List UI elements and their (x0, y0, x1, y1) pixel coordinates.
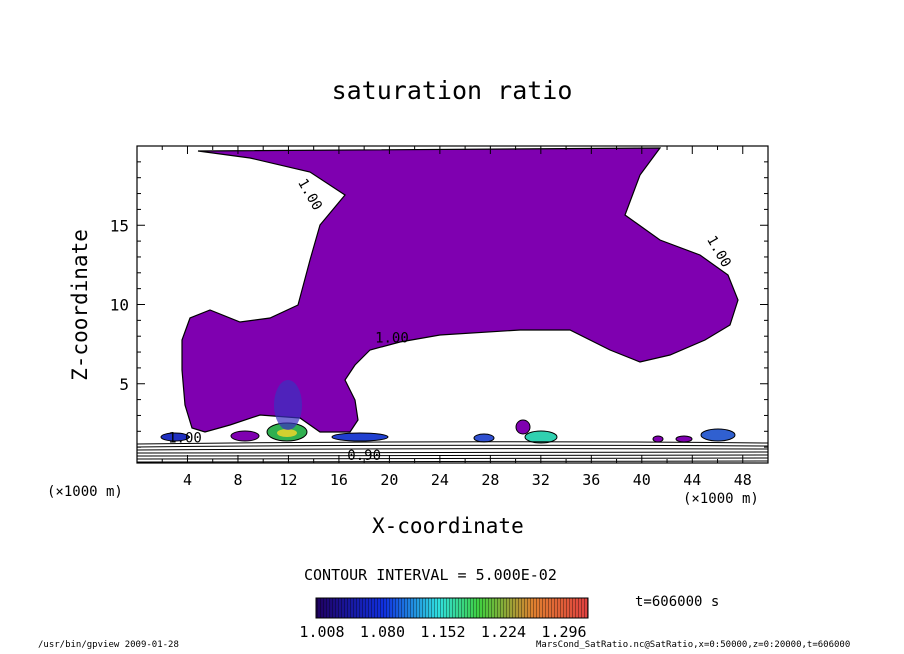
contour-label: 1.00 (168, 430, 202, 446)
blob-8 (652, 435, 664, 443)
contour-label: 1.00 (294, 176, 325, 213)
x-axis-label: X-coordinate (372, 514, 524, 538)
blob-1 (160, 432, 190, 442)
colorbar-tick-label: 1.008 (299, 623, 344, 641)
blob-5 (473, 433, 495, 443)
x-tick-label: 28 (481, 471, 499, 489)
time-label: t=606000 s (635, 594, 720, 610)
x-tick-label: 32 (532, 471, 550, 489)
y-tick-label: 10 (110, 296, 129, 315)
x-tick-label: 20 (380, 471, 398, 489)
x-tick-label: 8 (233, 471, 242, 489)
colorbar-tick-label: 1.152 (420, 623, 465, 641)
x-tick-label: 4 (183, 471, 192, 489)
blob-7 (515, 419, 531, 435)
colorbar-tick-label: 1.296 (541, 623, 586, 641)
surface-contours (136, 441, 769, 463)
colorbar-tick-label: 1.080 (360, 623, 405, 641)
y-tick-label: 5 (119, 375, 129, 394)
x-tick-label: 40 (633, 471, 651, 489)
footer-right: MarsCond_SatRatio.nc@SatRatio,x=0:50000,… (536, 640, 851, 650)
colorbar-tick-label: 1.224 (481, 623, 526, 641)
blob-6 (524, 430, 558, 444)
x-tick-label: 24 (431, 471, 449, 489)
x-tick-label: 44 (683, 471, 701, 489)
axis-ticks (137, 146, 768, 463)
column-core (274, 380, 302, 430)
footer-left: /usr/bin/gpview 2009-01-28 (38, 640, 179, 650)
blob-10 (700, 428, 736, 442)
y-tick-label: 15 (110, 216, 129, 235)
contour-label: 1.00 (375, 331, 409, 347)
contour-interval-label: CONTOUR INTERVAL = 5.000E-02 (304, 566, 557, 584)
blob-4 (331, 432, 389, 442)
colorbar-tick-labels: 1.008 1.080 1.152 1.224 1.296 (299, 623, 586, 641)
x-tick-label: 12 (279, 471, 297, 489)
blob-3-core (277, 429, 297, 437)
contour-label: 0.90 (347, 448, 381, 464)
blob-9 (675, 435, 693, 443)
supersaturated-region (181, 147, 739, 433)
x-tick-label: 16 (330, 471, 348, 489)
x-unit-right: (×1000 m) (683, 491, 759, 507)
x-unit-left: (×1000 m) (47, 484, 123, 500)
blob-2 (230, 430, 260, 442)
chart-title: saturation ratio (331, 76, 573, 105)
colorbar-stripes (316, 598, 588, 618)
x-tick-label: 36 (582, 471, 600, 489)
x-tick-label: 48 (734, 471, 752, 489)
